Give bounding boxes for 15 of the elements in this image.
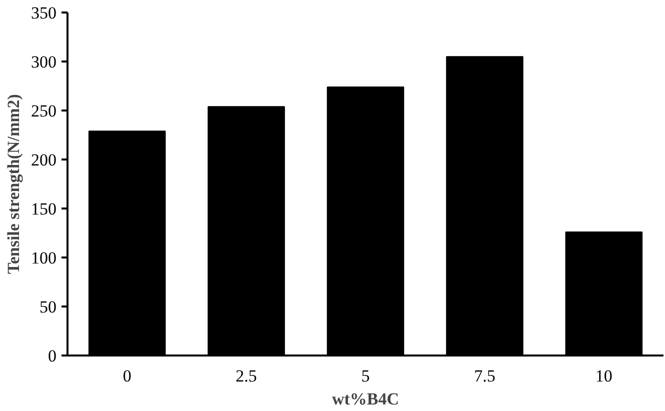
y-tick-label: 150: [31, 200, 56, 218]
x-axis-title: wt%B4C: [332, 390, 400, 408]
y-tick-label: 350: [31, 4, 56, 22]
y-tick-label: 100: [31, 248, 56, 268]
x-tick-label: 2.5: [236, 366, 257, 386]
y-tick-label: 200: [31, 150, 56, 170]
y-tick-label: 0: [48, 346, 56, 366]
x-tick-label: 0: [122, 366, 132, 386]
x-tick-label: 10: [595, 366, 612, 386]
y-axis-title: Tensile strength(N/mm2): [4, 94, 23, 274]
y-tick-label: 300: [31, 52, 56, 72]
x-tick-label: 7.5: [474, 366, 496, 386]
y-tick-label: 50: [40, 298, 56, 316]
x-tick-label: 5: [361, 366, 370, 386]
y-tick-label: 250: [31, 102, 56, 120]
